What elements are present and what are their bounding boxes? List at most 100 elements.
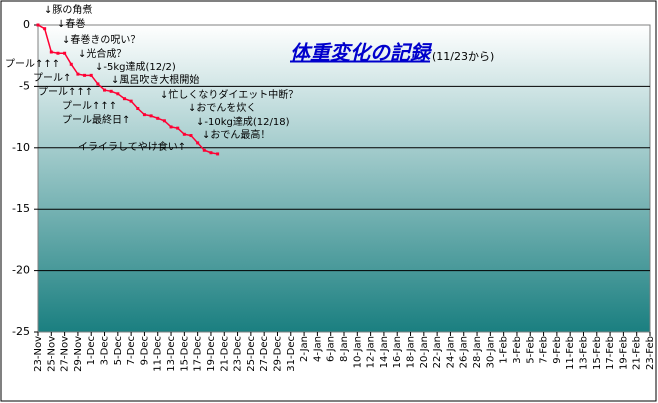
x-tick-label: 27-Dec [259,336,270,372]
data-point [69,62,73,66]
y-tick-label: -5 [19,79,30,92]
data-point [89,73,93,77]
x-tick-label: 25-Nov [46,336,57,372]
annotation: プール↑↑↑ [62,100,117,112]
data-point [96,82,100,86]
y-tick-label: -10 [12,141,30,154]
x-tick-label: 23-Nov [33,336,44,372]
y-tick-label: -20 [12,264,30,277]
data-point [43,27,47,31]
x-tick-label: 9-Feb [552,336,563,364]
data-point [189,134,193,138]
data-point [202,148,206,152]
annotation: ↓-5kg達成(12/2) [95,61,176,73]
chart-subtitle: (11/23から) [432,50,494,63]
x-tick-label: 27-Nov [60,336,71,372]
plot-area [37,24,651,333]
annotation: ↓豚の角煮 [44,4,92,16]
data-point [83,73,87,77]
x-tick-label: 17-Feb [605,336,616,370]
x-tick-label: 5-Feb [525,336,536,364]
x-tick-label: 29-Nov [73,336,84,372]
annotation: ↓おでん最高！ [202,128,270,141]
chart-title: 体重変化の記録 [290,41,433,65]
y-tick-label: -15 [12,202,30,215]
data-point [142,113,146,117]
x-tick-label: 16-Jan [392,336,403,368]
x-tick-label: 17-Dec [193,336,204,372]
x-tick-label: 10-Jan [352,336,363,368]
x-tick-label: 1-Feb [499,336,510,364]
x-tick-label: 31-Dec [286,336,297,372]
x-tick-label: 9-Dec [139,336,150,365]
data-point [129,99,133,103]
x-tick-label: 3-Feb [512,336,523,364]
data-point [56,51,60,55]
x-tick-label: 3-Dec [100,336,111,365]
x-tick-label: 7-Feb [539,336,550,364]
annotation: ↓忙しくなりダイエット中断？ [160,88,298,101]
data-point [63,51,67,55]
data-point [103,88,107,92]
data-point [162,119,166,123]
data-point [209,151,213,155]
x-tick-label: 21-Feb [632,336,643,370]
x-tick-label: 13-Feb [578,336,589,370]
data-point [136,107,140,111]
x-tick-label: 7-Dec [126,336,137,365]
x-tick-label: 23-Feb [645,336,656,370]
data-point [122,97,126,101]
x-tick-label: 25-Dec [246,336,257,372]
data-point [76,72,80,76]
annotation: プール↑↑↑ [5,58,60,70]
data-point [116,92,120,96]
x-tick-label: 15-Feb [592,336,603,370]
x-tick-label: 19-Feb [618,336,629,370]
x-tick-label: 4-Jan [312,336,323,362]
x-tick-label: 11-Feb [565,336,576,370]
data-point [156,116,160,120]
annotation: プール最終日↑ [62,113,130,126]
x-tick-label: 28-Jan [472,336,483,368]
annotation: イライラしてやけ食い↑ [78,140,186,153]
data-point [169,125,173,129]
x-tick-label: 8-Jan [339,336,350,362]
x-tick-label: 24-Jan [445,336,456,368]
x-tick-label: 18-Jan [406,336,417,368]
x-tick-label: 19-Dec [206,336,217,372]
x-tick-label: 21-Dec [219,336,230,372]
data-point [149,114,153,118]
data-point [216,152,220,156]
x-tick-label: 30-Jan [485,336,496,368]
data-line [37,24,218,155]
x-tick-label: 20-Jan [419,336,430,368]
annotation: ↓風呂吹き大根開始 [111,73,199,86]
x-tick-label: 14-Jan [379,336,390,368]
data-point [176,126,180,130]
x-tick-label: 2-Jan [299,336,310,362]
x-tick-label: 5-Dec [113,336,124,365]
y-tick-label: -25 [12,325,30,338]
x-tick-label: 22-Jan [432,336,443,368]
x-tick-label: 13-Dec [166,336,177,372]
data-point [49,50,53,54]
x-tick-label: 6-Jan [326,336,337,362]
x-tick-label: 15-Dec [179,336,190,372]
x-tick-label: 1-Dec [86,336,97,365]
data-point [36,23,40,27]
y-tick-label: 0 [23,18,30,31]
annotation: ↓春巻 [57,18,85,30]
x-tick-label: 29-Dec [272,336,283,372]
annotation: ↓光合成？ [78,47,126,60]
annotation: プール↑↑↑ [38,86,93,98]
annotation: プール↑ [33,72,71,84]
x-tick-label: 11-Dec [153,336,164,372]
data-point [182,132,186,136]
data-point [109,89,113,93]
x-tick-label: 12-Jan [366,336,377,368]
data-point [196,141,200,145]
annotation: ↓おでんを炊く [188,101,256,114]
annotation: ↓-10kg達成(12/18) [196,116,290,128]
annotation: ↓春巻きの呪い？ [62,34,140,46]
x-tick-label: 23-Dec [233,336,244,372]
